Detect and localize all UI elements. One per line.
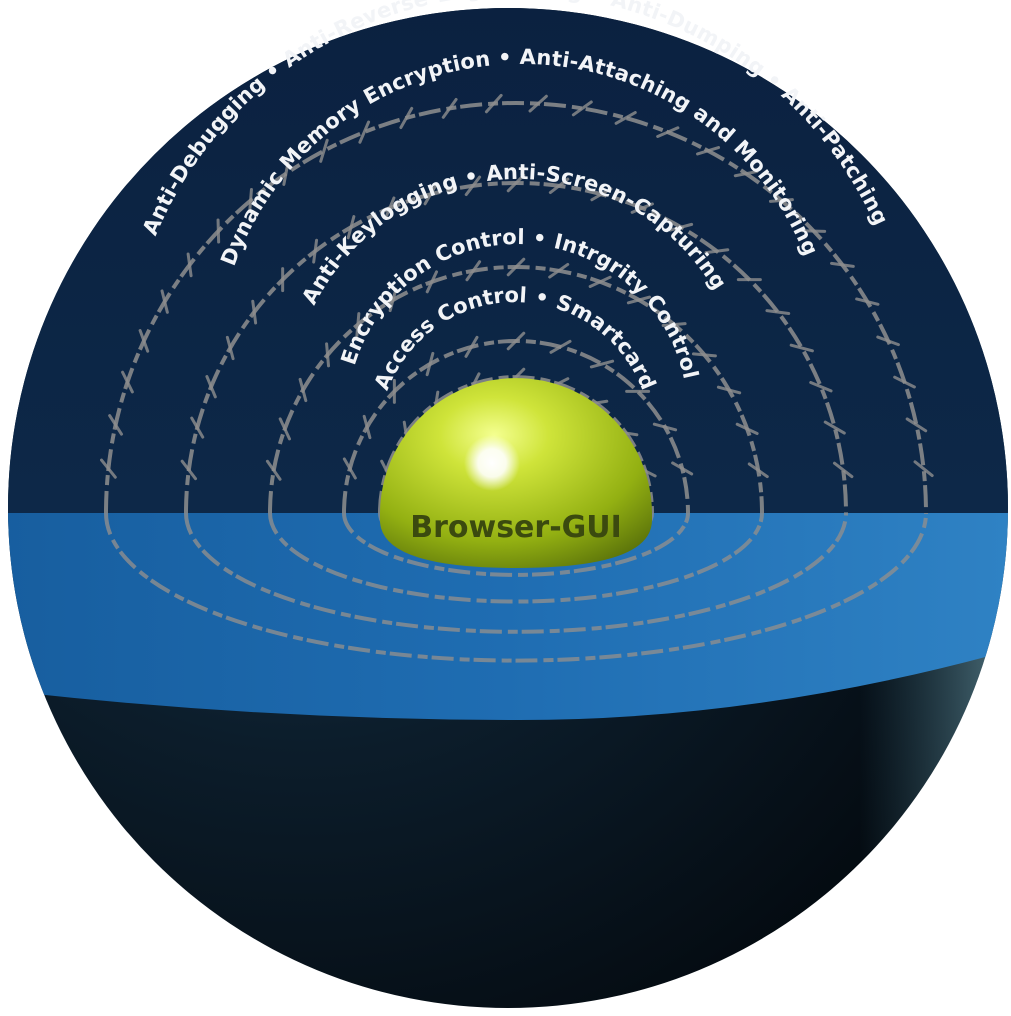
wire-barb <box>571 100 593 117</box>
wire-barb <box>876 335 900 347</box>
wire-barb <box>656 126 680 138</box>
wire-barb <box>425 351 435 377</box>
wire-barb <box>671 461 694 476</box>
wire-barb <box>425 270 439 294</box>
wire-barb <box>506 257 526 277</box>
wire-barb <box>548 262 570 279</box>
wire-barb <box>823 420 846 435</box>
wire-barb <box>905 417 928 433</box>
wire-barb <box>441 97 458 119</box>
wire-barb <box>548 177 570 195</box>
wire-barb <box>108 414 124 436</box>
wire-ring-lower-2 <box>342 512 690 577</box>
wire-barb <box>298 377 308 403</box>
wire-barb <box>549 339 572 354</box>
wire-barb <box>325 342 331 368</box>
wire-barb <box>506 173 526 193</box>
wire-barb <box>464 335 479 358</box>
wire-barb <box>801 229 827 233</box>
wire-barb <box>506 331 526 351</box>
wire-barb <box>160 289 169 314</box>
cross-section-plane <box>8 513 1008 720</box>
wire-barb <box>704 248 730 255</box>
wire-barb <box>399 106 414 130</box>
wire-barb <box>789 343 814 353</box>
wire-barb <box>319 138 329 163</box>
wire-barb <box>121 370 134 394</box>
wire-barb <box>278 417 291 441</box>
wire-barb <box>180 459 198 481</box>
wire-barb <box>355 312 361 338</box>
wire-barb <box>312 238 319 264</box>
wire-ring-lower-3 <box>268 512 764 604</box>
wire-barb <box>138 329 150 353</box>
wire-barb <box>747 462 769 479</box>
wire-barb <box>809 381 833 393</box>
wire-barb <box>829 261 855 268</box>
wire-barb <box>652 422 678 432</box>
wire-barb <box>423 183 438 206</box>
wire-ring-lower-4 <box>184 512 848 634</box>
wire-barb <box>205 375 217 399</box>
wire-barb <box>832 461 854 479</box>
core-label: Browser-GUI <box>410 510 622 545</box>
wire-barb <box>614 111 637 125</box>
wire-barb <box>626 295 652 305</box>
wire-barb <box>388 287 398 313</box>
wire-barb <box>248 188 253 213</box>
wire-barb <box>362 414 372 440</box>
wire-barb <box>464 175 482 197</box>
wire-barb <box>696 146 721 156</box>
wire-barb <box>589 359 615 369</box>
wire-barb <box>735 422 759 436</box>
wire-barb <box>716 385 742 395</box>
wire-barb <box>186 252 193 278</box>
wire-barb <box>528 94 548 113</box>
wire-barb <box>765 309 791 316</box>
core-light-icon <box>464 435 520 491</box>
wire-barb <box>590 187 613 202</box>
core-dome: Browser-GUI <box>380 378 652 568</box>
wire-barb <box>691 352 717 358</box>
wire-ring-upper-5 <box>104 101 928 514</box>
wire-barb <box>484 93 503 114</box>
wire-barb <box>342 457 357 480</box>
wire-barb <box>216 218 221 244</box>
wire-barb <box>733 170 759 178</box>
wire-barb <box>190 416 205 439</box>
wire-barb <box>855 297 880 306</box>
wire-barb <box>893 375 916 389</box>
wire-barb <box>768 198 794 203</box>
wire-barb <box>225 335 235 361</box>
wire-barb <box>661 322 687 328</box>
wire-barb <box>265 459 282 481</box>
wire-barb <box>282 161 290 186</box>
wire-ring-lower-5 <box>104 512 928 663</box>
wire-barb <box>251 299 258 325</box>
wire-barb <box>384 196 396 220</box>
wire-barb <box>358 120 371 144</box>
wire-barb <box>346 215 356 240</box>
wire-barb <box>913 460 934 478</box>
wire-barb <box>668 222 694 232</box>
wire-barb <box>588 275 612 288</box>
wire-barb <box>465 260 482 282</box>
wire-barb <box>630 202 654 214</box>
wire-barb <box>100 458 117 479</box>
